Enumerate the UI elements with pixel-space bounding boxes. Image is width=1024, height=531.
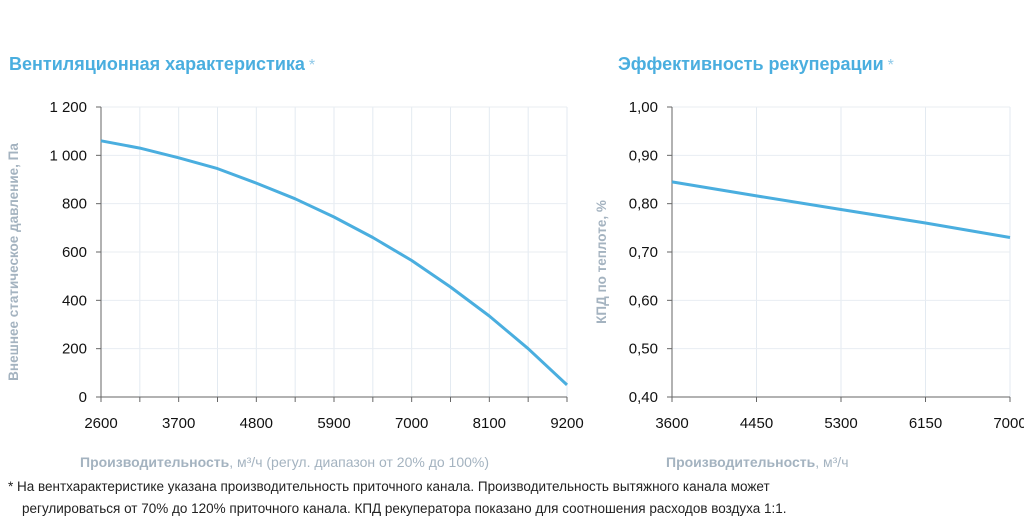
- x-axis-label-recuperation: Производительность, м³/ч: [666, 454, 849, 470]
- x-tick-label: 6150: [909, 415, 942, 432]
- y-tick-label: 0,60: [629, 292, 658, 309]
- y-tick-label: 0,40: [629, 389, 658, 406]
- chart-title-recuperation: Эффективность рекуперации *: [618, 54, 894, 74]
- x-axis-label-ventilation: Производительность, м³/ч (регул. диапазо…: [80, 454, 490, 470]
- footnote-line-1: * На вентхарактеристике указана производ…: [8, 479, 770, 494]
- x-tick-label: 4450: [740, 415, 773, 432]
- y-tick-label: 0,50: [629, 341, 658, 358]
- x-tick-label: 7000: [395, 415, 428, 432]
- x-tick-label: 3700: [162, 415, 195, 432]
- x-tick-label: 5900: [317, 415, 350, 432]
- y-tick-label: 0,90: [629, 147, 658, 164]
- y-tick-label: 1 000: [49, 147, 87, 164]
- x-tick-label: 9200: [550, 415, 583, 432]
- y-tick-label: 400: [62, 292, 87, 309]
- x-tick-label: 8100: [473, 415, 506, 432]
- y-tick-label: 0: [79, 389, 87, 406]
- x-tick-label: 7000: [993, 415, 1024, 432]
- y-axis-label-ventilation: Внешнее статическое давление, Па: [6, 143, 21, 381]
- footnote-line-2: регулироваться от 70% до 120% приточного…: [22, 501, 787, 516]
- chart-title-ventilation: Вентиляционная характеристика *: [9, 54, 316, 74]
- y-tick-label: 0,70: [629, 244, 658, 261]
- y-tick-label: 800: [62, 196, 87, 213]
- footnote: * На вентхарактеристике указана производ…: [8, 476, 787, 520]
- x-tick-label: 4800: [240, 415, 273, 432]
- y-axis-label-recuperation: КПД по теплоте, %: [594, 200, 609, 324]
- y-tick-label: 1,00: [629, 99, 658, 116]
- y-tick-label: 0,80: [629, 196, 658, 213]
- x-tick-label: 5300: [824, 415, 857, 432]
- x-tick-label: 2600: [84, 415, 117, 432]
- y-tick-label: 200: [62, 341, 87, 358]
- y-tick-label: 600: [62, 244, 87, 261]
- x-tick-label: 3600: [655, 415, 688, 432]
- y-tick-label: 1 200: [49, 99, 87, 116]
